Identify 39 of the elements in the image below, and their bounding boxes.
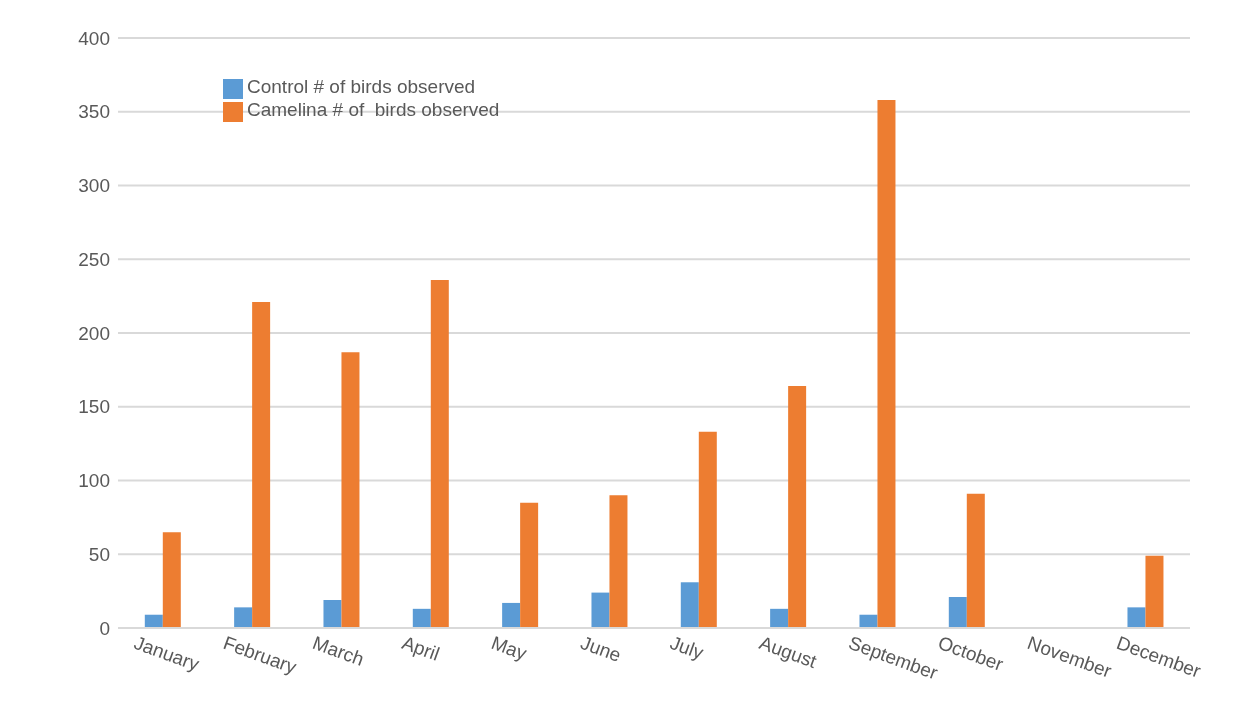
x-tick-label: May [488,632,531,665]
bar [430,279,449,628]
bar [609,495,628,628]
y-tick-label: 350 [78,101,110,123]
bar [252,302,271,628]
bar [948,597,967,628]
y-tick-label: 150 [78,396,110,418]
y-tick-label: 100 [78,470,110,492]
x-tick-label: March [309,632,367,670]
bar [859,614,878,628]
bar [323,599,342,628]
bar [877,99,896,628]
bar [680,582,699,628]
bar [412,608,431,628]
x-tick-label: April [399,632,443,665]
bar [770,608,789,628]
bar [144,614,163,628]
x-tick-label: June [577,632,624,666]
bar [788,386,807,628]
legend-label: Camelina # of birds observed [247,98,500,120]
x-tick-label: July [667,632,707,664]
bar [591,592,610,628]
y-tick-label: 300 [78,175,110,197]
bar [1127,607,1146,628]
y-tick-label: 50 [88,543,110,565]
bar [341,352,360,628]
bar [502,602,521,628]
y-tick-label: 250 [78,248,110,270]
bar [966,493,985,628]
y-tick-label: 200 [78,322,110,344]
bar [1145,555,1164,628]
bar [234,607,253,628]
y-tick-label: 0 [99,617,110,639]
bar [162,532,181,628]
x-tick-label: August [756,632,821,673]
y-tick-label: 400 [78,27,110,49]
legend-label: Control # of birds observed [247,76,476,97]
bar [698,431,717,628]
bar [520,502,539,628]
